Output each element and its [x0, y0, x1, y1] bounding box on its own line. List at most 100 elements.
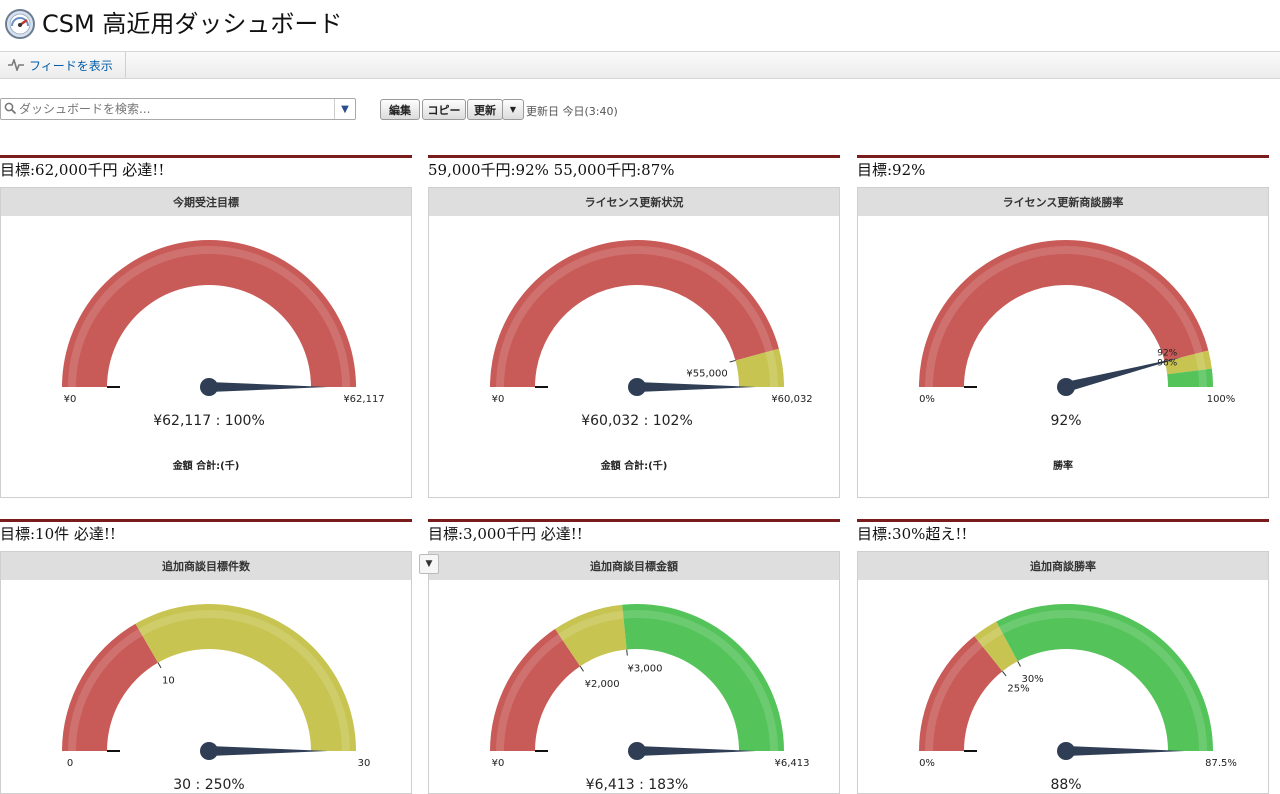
show-feed-label: フィードを表示	[29, 58, 113, 73]
gauge-band-label: ¥3,000	[628, 663, 663, 674]
last-updated-text: 更新日 今日(3:40)	[526, 105, 618, 118]
gauge-chart: ¥0 ¥62,117 ¥62,117 : 100%	[62, 240, 385, 429]
gauge-band-yellow	[1164, 350, 1212, 375]
gauge-chart: ¥2,000 ¥3,000 ¥0 ¥6,413 ¥6,413 : 183%	[490, 604, 810, 793]
refresh-menu-button[interactable]: ▼	[502, 99, 524, 120]
dashboard-gauge-icon	[5, 9, 35, 39]
dashboard-component-added-deal-amount: 目標:3,000千円 必達!! 追加商談目標金額 ¥2,000 ¥3,000 ¥0 ¥6,…	[428, 519, 840, 794]
gauge-chart: ¥55,000 ¥0 ¥60,032 ¥60,032 : 102%	[490, 239, 813, 429]
show-feed-link[interactable]: フィードを表示	[0, 52, 126, 78]
gauge-max-label: 30	[358, 758, 371, 769]
gauge-max-label: 87.5%	[1205, 758, 1237, 769]
gauge-needle-label: 96%	[1157, 358, 1177, 368]
panel-title: 目標:62,000千円 必達!!	[0, 161, 165, 179]
gauge-band-label: 10	[162, 676, 175, 687]
gauge-band-highlight	[138, 610, 350, 751]
gauge-header: ライセンス更新状況	[429, 188, 839, 216]
gauge-band-red	[490, 239, 779, 387]
gauge-card[interactable]: 追加商談目標件数 10 0 30 30 : 250%	[0, 551, 412, 794]
gauge-band-label: ¥55,000	[686, 369, 727, 380]
page-title: CSM 高近用ダッシュボード	[42, 10, 343, 38]
gauge-min-label: ¥0	[492, 394, 505, 405]
panel-title: 59,000千円:92% 55,000千円:87%	[428, 161, 675, 179]
gauge-band-yellow	[735, 348, 784, 387]
component-menu-button[interactable]: ▼	[419, 554, 439, 574]
gauge-band-red	[62, 623, 158, 751]
gauge-footer: 金額 合計:(千)	[600, 461, 668, 472]
dashboard-component-sales-target: 目標:62,000千円 必達!! 今期受注目標 ¥0 ¥62,117 ¥62,117 :…	[0, 155, 412, 498]
gauge-band-yellow	[135, 604, 356, 751]
gauge-value-text: 92%	[1050, 413, 1081, 429]
gauge-needle-hub	[628, 378, 646, 396]
gauge-value-text: ¥62,117 : 100%	[153, 413, 265, 429]
gauge-footer: 金額 合計:(千)	[172, 461, 240, 472]
panel-top-rule	[857, 155, 1269, 158]
feed-icon	[8, 59, 24, 71]
gauge-min-label: ¥0	[492, 758, 505, 769]
gauge-band-highlight	[1194, 351, 1206, 371]
search-dropdown-button[interactable]: ▼	[334, 99, 355, 119]
gauge-band-yellow	[974, 621, 1018, 672]
gauge-band-red	[490, 628, 581, 751]
gauge-value-text: ¥60,032 : 102%	[581, 413, 693, 429]
gauge-needle-label: 92%	[1157, 348, 1177, 358]
dashboard-component-added-deal-win-rate: 目標:30%超え!! 追加商談勝率 25% 30% 0% 87.5% 88%	[857, 519, 1269, 794]
gauge-max-label: 100%	[1207, 394, 1236, 405]
gauge-needle	[637, 382, 756, 392]
edit-button[interactable]: 編集	[380, 99, 420, 120]
gauge-needle-hub	[1057, 378, 1075, 396]
gauge-needle	[1066, 746, 1185, 756]
gauge-card[interactable]: ライセンス更新商談勝率 92% 96% 0% 100% 92% 勝率	[857, 187, 1269, 498]
gauge-header: 今期受注目標	[1, 188, 411, 216]
gauge-band-red	[919, 240, 1209, 387]
panel-top-rule	[857, 519, 1269, 522]
panel-top-rule	[0, 519, 412, 522]
gauge-needle	[1064, 357, 1182, 392]
gauge-band-highlight	[496, 633, 563, 751]
dashboard-component-license-win-rate: 目標:92% ライセンス更新商談勝率 92% 96% 0% 100% 92% 勝率	[857, 155, 1269, 498]
gauge-band-red	[62, 240, 356, 387]
dashboard-toolbar: ▼ 編集 コピー 更新 ▼ 更新日 今日(3:40)	[0, 98, 1280, 124]
gauge-needle-hub	[628, 742, 646, 760]
dashboard-search-input[interactable]	[19, 100, 329, 118]
panel-title: 目標:92%	[857, 161, 926, 179]
gauge-band-green	[622, 604, 784, 751]
gauge-band-highlight	[925, 640, 984, 751]
gauge-band-green	[996, 604, 1213, 751]
gauge-needle-hub	[200, 742, 218, 760]
gauge-min-label: ¥0	[64, 394, 77, 405]
gauge-min-label: 0%	[919, 394, 935, 405]
gauge-band-yellow	[555, 604, 627, 667]
gauge-band-label: ¥2,000	[585, 679, 620, 690]
gauge-header: ライセンス更新商談勝率	[858, 188, 1268, 216]
panel-top-rule	[428, 519, 840, 522]
gauge-band-tick	[1017, 660, 1021, 667]
dashboard-component-added-deal-count: 目標:10件 必達!! 追加商談目標件数 10 0 30 30 : 250%	[0, 519, 412, 794]
copy-button[interactable]: コピー	[422, 99, 466, 120]
dashboard-search: ▼	[0, 98, 356, 120]
panel-title: 目標:10件 必達!!	[0, 525, 116, 543]
gauge-band-tick	[157, 662, 162, 669]
gauge-card[interactable]: 今期受注目標 ¥0 ¥62,117 ¥62,117 : 100% 金額 合計:(千)	[0, 187, 412, 498]
gauge-min-label: 0%	[919, 758, 935, 769]
chevron-down-icon: ▼	[341, 103, 349, 115]
gauge-card[interactable]: 追加商談目標金額 ¥2,000 ¥3,000 ¥0 ¥6,413 ¥6,413 : 183…	[428, 551, 840, 794]
refresh-button[interactable]: 更新	[467, 99, 503, 120]
dashboard-component-license-renewal: 59,000千円:92% 55,000千円:87% ライセンス更新状況 ¥55,00…	[428, 155, 840, 498]
gauge-chart: 10 0 30 30 : 250%	[62, 604, 371, 793]
page-header: CSM 高近用ダッシュボード	[0, 0, 1280, 50]
gauge-band-label: 30%	[1021, 674, 1043, 685]
gauge-card[interactable]: 追加商談勝率 25% 30% 0% 87.5% 88%	[857, 551, 1269, 794]
gauge-band-tick	[579, 666, 584, 672]
gauge-header: 追加商談勝率	[858, 552, 1268, 580]
gauge-max-label: ¥6,413	[775, 758, 810, 769]
gauge-footer: 勝率	[1053, 461, 1073, 472]
panel-title: 目標:30%超え!!	[857, 525, 968, 543]
gauge-max-label: ¥60,032	[771, 394, 812, 405]
gauge-card[interactable]: ライセンス更新状況 ¥55,000 ¥0 ¥60,032 ¥60,032 : 102% 金…	[428, 187, 840, 498]
gauge-needle	[209, 746, 328, 756]
gauge-value-text: ¥6,413 : 183%	[586, 777, 689, 793]
gauge-header: 追加商談目標件数	[1, 552, 411, 580]
gauge-band-tick	[1002, 670, 1007, 677]
gauge-value-text: 30 : 250%	[173, 777, 244, 793]
